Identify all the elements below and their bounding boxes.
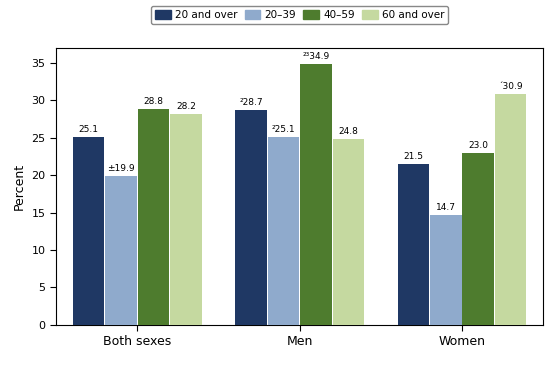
Bar [495, 94, 526, 325]
Bar [105, 176, 137, 325]
Bar [235, 110, 267, 325]
Text: ±19.9: ±19.9 [107, 164, 135, 173]
Text: 28.8: 28.8 [143, 97, 164, 106]
Bar [138, 109, 169, 325]
Bar [170, 114, 202, 325]
Text: ²25.1: ²25.1 [272, 125, 295, 134]
Bar [268, 137, 299, 325]
Text: ´30.9: ´30.9 [498, 82, 523, 91]
Bar [463, 153, 494, 325]
Text: 24.8: 24.8 [338, 127, 358, 136]
Text: 25.1: 25.1 [78, 125, 99, 134]
Text: ²28.7: ²28.7 [239, 98, 263, 107]
Text: 21.5: 21.5 [403, 152, 423, 161]
Bar [430, 215, 461, 325]
Text: 23.0: 23.0 [468, 141, 488, 150]
Text: ²³34.9: ²³34.9 [302, 52, 329, 61]
Bar [300, 64, 332, 325]
Legend: 20 and over, 20–39, 40–59, 60 and over: 20 and over, 20–39, 40–59, 60 and over [151, 6, 449, 24]
Bar [398, 164, 429, 325]
Text: 28.2: 28.2 [176, 102, 196, 111]
Bar [333, 139, 364, 325]
Y-axis label: Percent: Percent [13, 163, 26, 210]
Bar [73, 137, 104, 325]
Text: 14.7: 14.7 [436, 203, 456, 212]
